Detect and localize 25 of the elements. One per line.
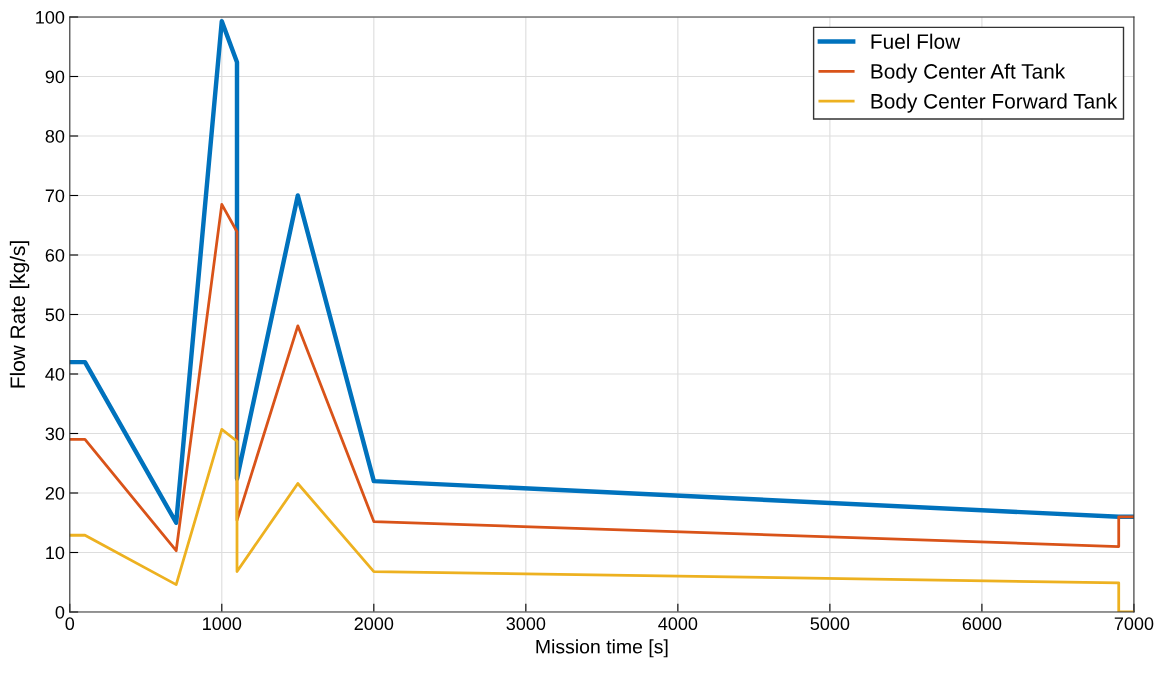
x-tick-label: 7000 (1114, 617, 1154, 631)
x-axis-title: Mission time [s] (536, 639, 668, 658)
y-tick-label: 50 (45, 308, 65, 322)
y-tick-label: 30 (45, 427, 65, 441)
x-tick-label: 4000 (658, 617, 698, 631)
y-tick-label: 20 (45, 486, 65, 500)
y-tick-label: 90 (45, 70, 65, 84)
legend-label: Body Center Forward Tank (871, 93, 1118, 113)
y-tick-label: 80 (45, 129, 65, 143)
y-axis-title: Flow Rate [kg/s] (9, 241, 30, 388)
y-tick-label: 60 (45, 248, 65, 262)
legend-label: Body Center Aft Tank (871, 63, 1066, 83)
x-tick-label: 0 (65, 617, 75, 631)
y-tick-label: 10 (46, 546, 65, 560)
y-tick-label: 100 (36, 10, 65, 24)
x-tick-label: 2000 (354, 617, 394, 631)
x-tick-label: 5000 (810, 617, 850, 631)
y-tick-label: 70 (45, 189, 65, 203)
y-tick-label: 0 (55, 605, 65, 619)
x-tick-label: 3000 (506, 617, 546, 631)
legend-label: Fuel Flow (871, 33, 961, 49)
x-tick-label: 6000 (962, 617, 1002, 631)
y-tick-label: 40 (45, 367, 65, 381)
line-series (69, 203, 1134, 553)
x-tick-label: 1000 (203, 617, 242, 631)
